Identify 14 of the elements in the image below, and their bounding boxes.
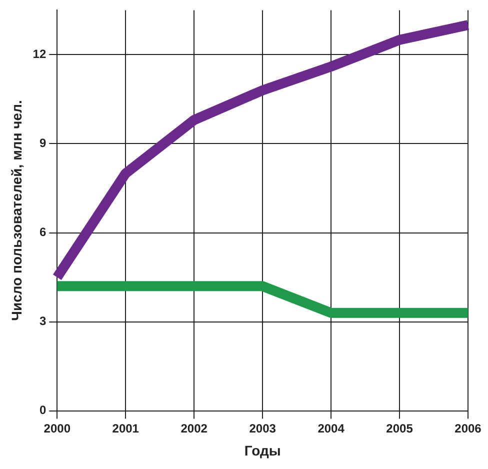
x-tick-label: 2006 <box>454 421 482 436</box>
y-tick-label: 9 <box>39 136 46 150</box>
x-tick-label: 2000 <box>44 421 71 436</box>
x-tick-label: 2003 <box>249 421 276 436</box>
x-tick-label: 2004 <box>318 421 345 436</box>
x-tick-label: 2005 <box>386 421 414 436</box>
y-tick-label: 12 <box>32 47 46 62</box>
x-tick-label: 2001 <box>112 421 140 436</box>
y-axis-title: Число пользователей, млн чел. <box>8 100 24 321</box>
x-tick-label: 2002 <box>180 421 208 436</box>
x-axis-title: Годы <box>244 442 281 458</box>
y-tick-label: 3 <box>39 314 46 328</box>
y-tick-label: 0 <box>39 403 46 418</box>
y-tick-label: 6 <box>39 225 46 240</box>
